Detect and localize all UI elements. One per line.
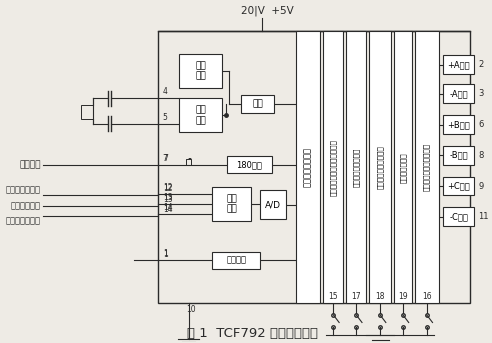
Bar — [260, 190, 286, 219]
Text: 15: 15 — [329, 292, 338, 301]
Bar — [443, 177, 474, 196]
Bar — [443, 146, 474, 165]
Text: 12: 12 — [163, 185, 173, 193]
Text: 3: 3 — [478, 89, 484, 98]
Bar — [241, 95, 275, 114]
Bar — [213, 187, 250, 221]
Text: 方波输入: 方波输入 — [19, 160, 41, 169]
Text: 8: 8 — [478, 151, 484, 160]
Bar — [179, 98, 222, 132]
Bar — [443, 208, 474, 226]
Bar — [443, 84, 474, 103]
Text: 正序／负序选择: 正序／负序选择 — [400, 152, 406, 182]
Text: 移相角控制电压: 移相角控制电压 — [6, 186, 41, 195]
Bar — [213, 252, 260, 269]
Text: 1: 1 — [163, 250, 168, 259]
Text: 5: 5 — [162, 113, 167, 122]
Text: +B输出: +B输出 — [448, 120, 470, 129]
Text: 7: 7 — [163, 154, 168, 163]
Text: 锯齿形／余弦函数选择: 锯齿形／余弦函数选择 — [377, 145, 383, 189]
Text: 16: 16 — [422, 292, 431, 301]
Text: 矩形波／调制波选择: 矩形波／调制波选择 — [353, 147, 360, 187]
Text: 脉冲宽度电压: 脉冲宽度电压 — [11, 201, 41, 210]
Text: 12: 12 — [163, 183, 173, 192]
Bar — [179, 54, 222, 88]
Text: 20|V  +5V: 20|V +5V — [241, 5, 294, 16]
Bar — [369, 32, 391, 303]
Text: 11: 11 — [478, 212, 489, 221]
Text: 17: 17 — [351, 292, 361, 301]
Text: 13: 13 — [163, 194, 173, 204]
Text: 180倍频: 180倍频 — [236, 160, 262, 169]
Text: 复位电路: 复位电路 — [226, 256, 246, 265]
Text: 14: 14 — [163, 203, 173, 213]
Text: 2: 2 — [478, 60, 484, 69]
Bar — [346, 32, 366, 303]
Text: -B输出: -B输出 — [450, 151, 468, 160]
Text: +A输出: +A输出 — [448, 60, 470, 69]
Text: 外部
振荡: 外部 振荡 — [195, 105, 206, 125]
Bar — [296, 32, 320, 303]
Text: 分频: 分频 — [252, 99, 263, 108]
Text: 13: 13 — [163, 193, 173, 202]
Text: -A输出: -A输出 — [450, 89, 468, 98]
Text: 正常输出／禁止输出选择: 正常输出／禁止输出选择 — [424, 143, 430, 191]
Text: 数字运算控制单元: 数字运算控制单元 — [303, 147, 312, 187]
Bar — [443, 55, 474, 74]
Bar — [323, 32, 343, 303]
Text: 1: 1 — [163, 249, 168, 258]
Text: 9: 9 — [478, 181, 484, 190]
Bar — [157, 32, 470, 303]
Text: 图 1  TCF792 原理结构简图: 图 1 TCF792 原理结构简图 — [187, 327, 318, 340]
Text: 7: 7 — [162, 154, 167, 163]
Text: 相位补偿角电压: 相位补偿角电压 — [6, 216, 41, 226]
Bar — [415, 32, 439, 303]
Bar — [394, 32, 412, 303]
Bar — [227, 156, 272, 173]
Text: 10: 10 — [186, 305, 196, 314]
Text: 14: 14 — [163, 205, 173, 214]
Text: 全控双脉冲／半控单脉冲选择: 全控双脉冲／半控单脉冲选择 — [330, 139, 337, 196]
Text: -C输出: -C输出 — [450, 212, 468, 221]
Text: +C输出: +C输出 — [448, 181, 470, 190]
Bar — [443, 115, 474, 134]
Bar — [81, 105, 93, 119]
Text: 19: 19 — [398, 292, 408, 301]
Text: 内部
振荡: 内部 振荡 — [195, 61, 206, 80]
Text: 多路
开关: 多路 开关 — [226, 194, 237, 214]
Text: 4: 4 — [162, 87, 167, 96]
Text: A/D: A/D — [265, 200, 281, 209]
Text: 18: 18 — [375, 292, 385, 301]
Text: 6: 6 — [478, 120, 484, 129]
